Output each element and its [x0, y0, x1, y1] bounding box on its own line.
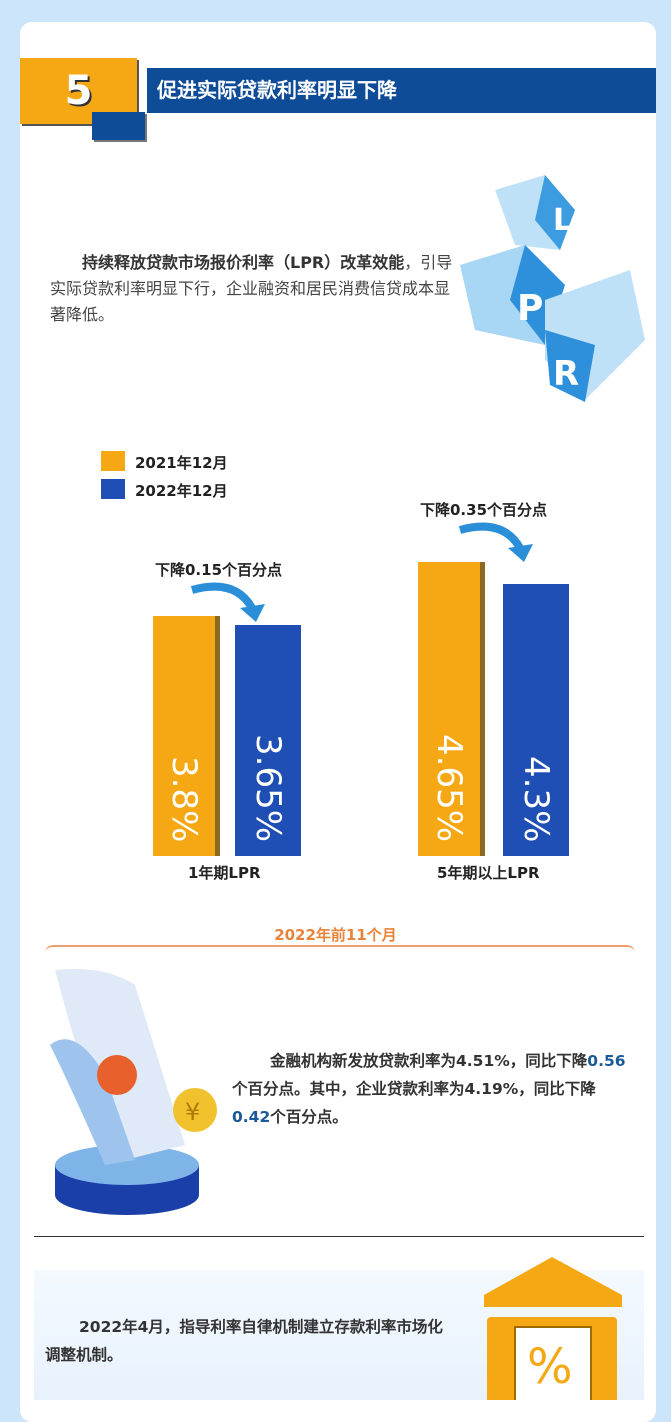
svg-text:%: %	[527, 1339, 573, 1395]
divider	[45, 945, 635, 953]
section2-text: 金融机构新发放贷款利率为4.51%，同比下降0.56个百分点。其中，企业贷款利率…	[232, 1052, 626, 1126]
section-title: 促进实际贷款利率明显下降	[147, 68, 656, 113]
legend-label-2022: 2022年12月	[135, 482, 228, 500]
bar-2022-5y: 4.3%	[503, 584, 569, 856]
svg-text:R: R	[553, 354, 579, 394]
legend-swatch-2022	[101, 479, 125, 499]
category-1y: 1年期LPR	[188, 864, 261, 882]
svg-text:P: P	[517, 288, 543, 329]
bar-value-label: 4.65%	[429, 733, 469, 842]
bar-value-label: 3.65%	[248, 733, 288, 842]
bar-value-label: 4.3%	[516, 755, 556, 842]
bar-2021-5y: 4.65%	[418, 562, 480, 856]
bank-percent-icon: %	[484, 1257, 622, 1400]
divider	[34, 1236, 644, 1237]
section3-text: 2022年4月，指导利率自律机制建立存款利率市场化调整机制。	[45, 1318, 443, 1364]
svg-text:¥: ¥	[185, 1098, 200, 1126]
lpr-cubes-illustration: L P R	[460, 175, 645, 402]
bar-2022-1y: 3.65%	[235, 625, 301, 856]
intro-text: 持续释放贷款市场报价利率（LPR）改革效能，引导实际贷款利率明显下行，企业融资和…	[50, 253, 453, 324]
legend-label-2021: 2021年12月	[135, 454, 228, 472]
legend-swatch-2021	[101, 451, 125, 471]
down-arrow-icon	[190, 582, 265, 622]
category-5y: 5年期以上LPR	[437, 864, 540, 882]
annotation-5y: 下降0.35个百分点	[420, 501, 548, 519]
bar-2021-1y: 3.8%	[153, 615, 215, 856]
report-coin-illustration: ¥	[50, 969, 217, 1215]
down-arrow-icon	[458, 522, 533, 562]
bar-value-label: 3.8%	[164, 755, 204, 842]
section2-heading: 2022年前11个月	[274, 926, 397, 944]
decor-square	[92, 112, 145, 140]
svg-text:L: L	[553, 203, 572, 238]
annotation-1y: 下降0.15个百分点	[155, 561, 283, 579]
